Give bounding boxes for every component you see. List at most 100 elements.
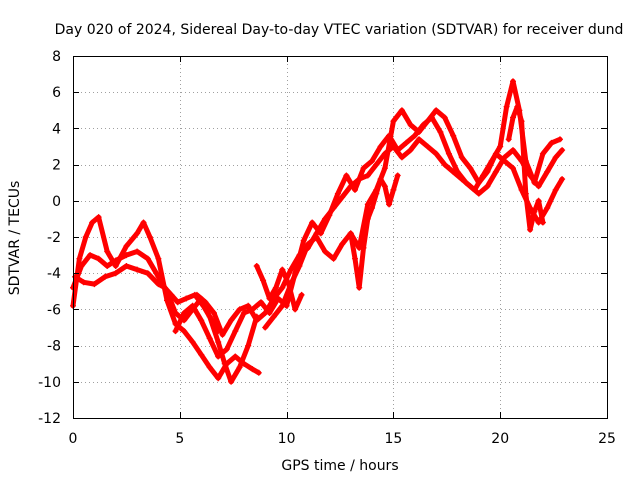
data-point (394, 172, 401, 179)
data-point (95, 214, 102, 221)
data-point (539, 219, 546, 226)
data-point (377, 176, 384, 183)
data-point (219, 331, 226, 338)
y-axis-label: SDTVAR / TECUs (7, 181, 23, 296)
data-point (279, 284, 286, 291)
data-point (390, 118, 397, 125)
y-tick-label: -2 (47, 230, 61, 246)
data-point (140, 219, 147, 226)
x-tick-label: 15 (384, 431, 402, 447)
data-point (416, 136, 422, 143)
y-tick-label: -4 (47, 266, 61, 282)
data-point (510, 165, 516, 172)
data-point (292, 306, 299, 313)
data-point (155, 273, 162, 280)
data-point (78, 263, 85, 269)
data-point (168, 291, 175, 298)
data-point (339, 241, 346, 248)
data-point (202, 299, 209, 306)
data-point (527, 172, 534, 179)
data-point (484, 168, 491, 175)
data-point (535, 183, 542, 190)
y-tick-label: 6 (52, 85, 61, 101)
data-point (253, 317, 260, 324)
series-line (194, 136, 565, 338)
data-point (95, 255, 102, 262)
data-point (112, 257, 119, 264)
data-point (398, 154, 405, 161)
x-tick-label: 5 (175, 431, 184, 447)
data-point (334, 190, 341, 197)
data-point (232, 328, 239, 335)
data-point (510, 78, 516, 85)
data-point (305, 241, 311, 248)
data-point (221, 360, 228, 367)
data-point (313, 234, 320, 240)
series-track-7 (253, 263, 305, 313)
data-point (183, 295, 190, 302)
data-point (360, 244, 367, 251)
data-point (330, 255, 337, 262)
data-point (559, 176, 566, 183)
data-point (155, 255, 162, 262)
data-point (484, 183, 491, 190)
data-point (215, 353, 222, 360)
grid (73, 56, 607, 418)
data-point (424, 118, 431, 125)
data-point (364, 201, 371, 208)
series-line (254, 263, 305, 312)
y-tick-label: 8 (52, 49, 61, 65)
data-point (364, 172, 371, 179)
data-point (390, 186, 397, 193)
data-point (123, 252, 130, 259)
data-point (134, 230, 141, 237)
data-point (531, 208, 538, 215)
data-point (123, 243, 130, 250)
data-point (390, 143, 397, 150)
data-point (228, 378, 235, 385)
data-point (445, 150, 452, 157)
data-point (91, 281, 98, 288)
data-point (258, 299, 264, 306)
data-point (492, 150, 499, 157)
data-point (236, 306, 243, 313)
data-point (510, 114, 516, 121)
data-point (433, 107, 440, 114)
series-line (348, 173, 401, 291)
axis-ticks: 0 5 10 15 20 25 -12 -10 -8 -6 -4 -2 0 2 4 6 8 (38, 49, 616, 447)
data-point (322, 215, 328, 222)
data-point (181, 310, 188, 316)
data-point (309, 219, 316, 226)
data-point (356, 176, 363, 183)
data-point (411, 132, 418, 139)
data-point (240, 310, 247, 316)
data-point (236, 364, 243, 371)
data-point (272, 284, 279, 291)
data-point (144, 255, 151, 262)
series-track-9 (505, 103, 546, 233)
data-point (266, 295, 273, 302)
data-point (322, 248, 328, 255)
data-point (441, 161, 448, 168)
data-point (80, 279, 87, 286)
x-tick-label: 10 (278, 431, 296, 447)
series-line (70, 214, 262, 381)
series-line (72, 263, 221, 334)
series-track-1 (70, 214, 262, 382)
data-point (510, 147, 516, 154)
data-point (174, 299, 181, 306)
data-point (356, 284, 363, 291)
data-point (279, 266, 286, 273)
data-point (360, 165, 367, 172)
data-point (249, 366, 256, 373)
data-point (255, 369, 262, 376)
data-point (253, 263, 260, 269)
data-point (112, 270, 119, 277)
data-point (198, 351, 205, 358)
data-point (403, 139, 410, 146)
data-point (398, 107, 405, 114)
data-point (492, 168, 499, 175)
data-point (407, 147, 414, 154)
data-point (87, 252, 94, 259)
